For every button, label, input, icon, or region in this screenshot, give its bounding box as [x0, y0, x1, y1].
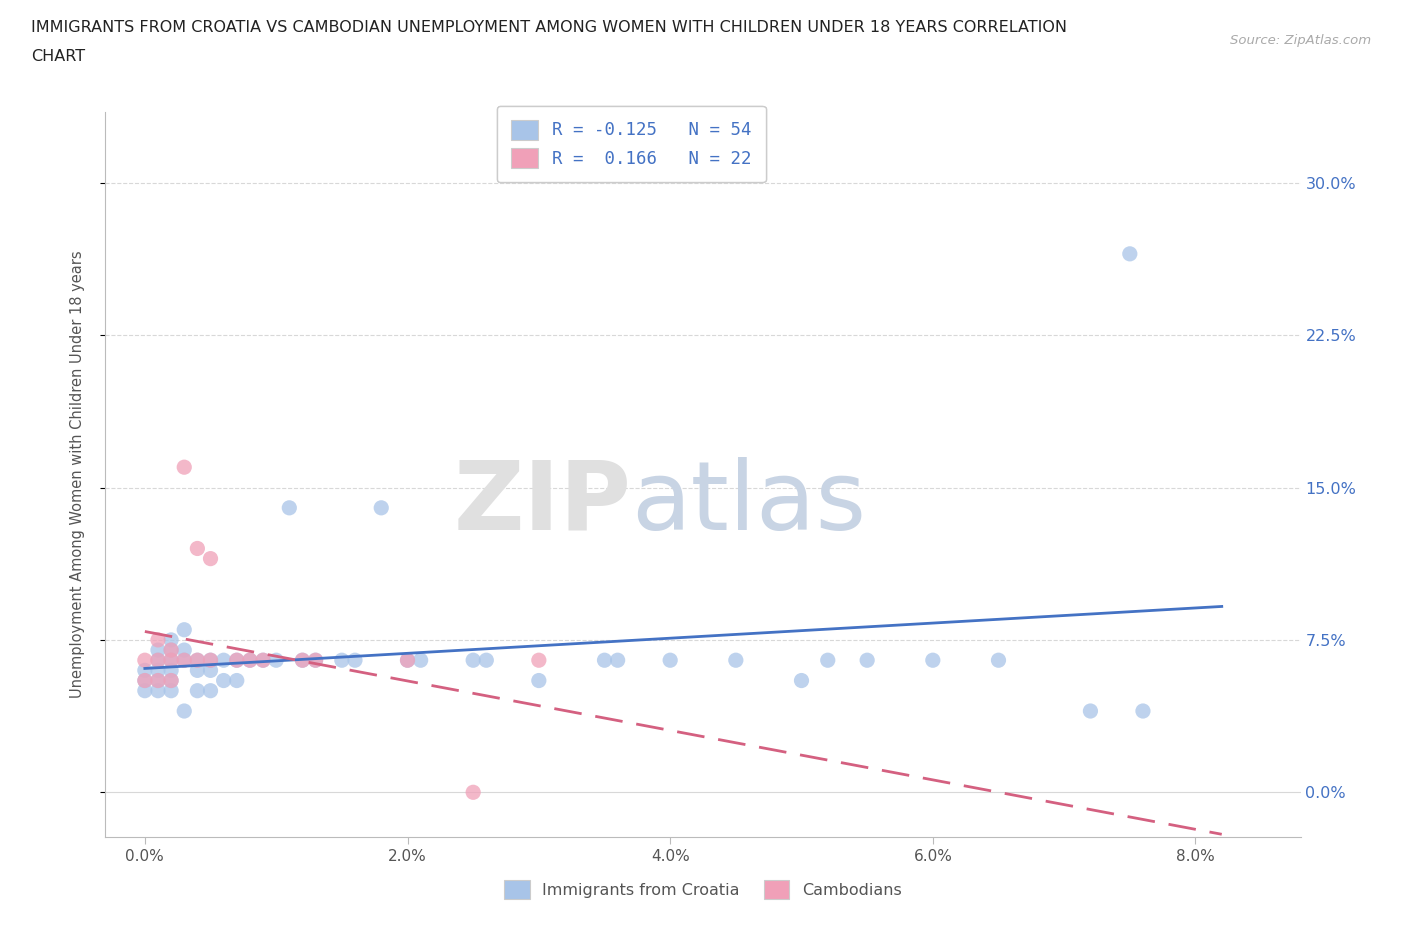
Point [304, 653, 326, 668]
Point [264, 653, 287, 668]
Point [160, 653, 183, 668]
Point [343, 653, 366, 668]
Point [225, 653, 247, 668]
Point [252, 653, 274, 668]
Point [1132, 704, 1154, 719]
Point [987, 653, 1010, 668]
Point [475, 653, 498, 668]
Point [252, 653, 274, 668]
Point [146, 673, 169, 688]
Point [160, 673, 183, 688]
Point [134, 673, 156, 688]
Point [173, 643, 195, 658]
Point [200, 684, 222, 698]
Point [200, 653, 222, 668]
Point [921, 653, 943, 668]
Point [146, 684, 169, 698]
Point [463, 785, 485, 800]
Text: IMMIGRANTS FROM CROATIA VS CAMBODIAN UNEMPLOYMENT AMONG WOMEN WITH CHILDREN UNDE: IMMIGRANTS FROM CROATIA VS CAMBODIAN UNE… [31, 20, 1067, 35]
Point [146, 653, 169, 668]
Point [134, 673, 156, 688]
Point [1080, 704, 1102, 719]
Text: atlas: atlas [631, 457, 866, 550]
Y-axis label: Unemployment Among Women with Children Under 18 years: Unemployment Among Women with Children U… [70, 250, 84, 698]
Point [146, 663, 169, 678]
Text: ZIP: ZIP [453, 457, 631, 550]
Point [291, 653, 314, 668]
Point [278, 500, 301, 515]
Point [659, 653, 682, 668]
Point [160, 673, 183, 688]
Point [186, 541, 208, 556]
Point [396, 653, 419, 668]
Point [212, 653, 235, 668]
Point [160, 643, 183, 658]
Point [173, 653, 195, 668]
Point [1119, 246, 1142, 261]
Legend: R = -0.125   N = 54, R =  0.166   N = 22: R = -0.125 N = 54, R = 0.166 N = 22 [496, 106, 766, 182]
Text: Source: ZipAtlas.com: Source: ZipAtlas.com [1230, 34, 1371, 47]
Point [527, 673, 550, 688]
Point [724, 653, 747, 668]
Point [225, 653, 247, 668]
Point [134, 684, 156, 698]
Point [173, 704, 195, 719]
Point [160, 632, 183, 647]
Point [817, 653, 839, 668]
Point [186, 684, 208, 698]
Point [160, 684, 183, 698]
Point [160, 653, 183, 668]
Point [146, 643, 169, 658]
Point [134, 663, 156, 678]
Point [134, 653, 156, 668]
Point [146, 632, 169, 647]
Point [186, 653, 208, 668]
Point [593, 653, 616, 668]
Text: CHART: CHART [31, 49, 84, 64]
Point [186, 663, 208, 678]
Point [409, 653, 432, 668]
Point [527, 653, 550, 668]
Point [146, 673, 169, 688]
Point [200, 653, 222, 668]
Legend: Immigrants from Croatia, Cambodians: Immigrants from Croatia, Cambodians [498, 874, 908, 905]
Point [291, 653, 314, 668]
Point [212, 673, 235, 688]
Point [396, 653, 419, 668]
Point [173, 459, 195, 474]
Point [330, 653, 353, 668]
Point [200, 551, 222, 566]
Point [304, 653, 326, 668]
Point [173, 622, 195, 637]
Point [173, 653, 195, 668]
Point [856, 653, 879, 668]
Point [225, 673, 247, 688]
Point [463, 653, 485, 668]
Point [160, 643, 183, 658]
Point [239, 653, 262, 668]
Point [146, 653, 169, 668]
Point [186, 653, 208, 668]
Point [370, 500, 392, 515]
Point [160, 663, 183, 678]
Point [606, 653, 628, 668]
Point [790, 673, 813, 688]
Point [200, 663, 222, 678]
Point [239, 653, 262, 668]
